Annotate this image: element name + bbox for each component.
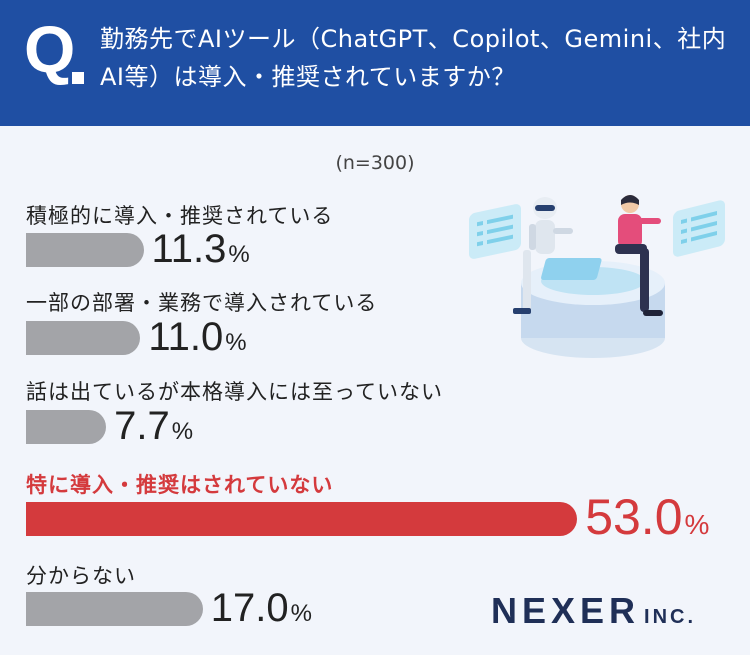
bar xyxy=(26,502,578,536)
data-label: 11.3% xyxy=(152,229,250,269)
sample-size-note: (n=300) xyxy=(335,152,415,174)
category-label: 特に導入・推奨はされていない xyxy=(26,473,334,497)
category-label: 一部の部署・業務で導入されている xyxy=(26,291,378,315)
category-label: 話は出ているが本格導入には至っていない xyxy=(26,380,443,404)
q-mark-dot xyxy=(72,72,84,84)
data-label-value: 7.7 xyxy=(114,404,170,448)
logo-sub: INC. xyxy=(644,606,697,628)
data-label-unit: % xyxy=(225,329,247,356)
nexer-logo: NEXER INC. xyxy=(491,590,696,632)
data-label: 53.0% xyxy=(585,492,709,542)
bar xyxy=(26,592,203,626)
data-label-unit: % xyxy=(290,600,312,627)
bar xyxy=(26,321,141,355)
category-label: 分からない xyxy=(26,564,136,588)
data-label: 7.7% xyxy=(114,406,193,446)
data-label-unit: % xyxy=(228,241,250,268)
category-label: 積極的に導入・推奨されている xyxy=(26,204,334,228)
data-label-value: 11.0 xyxy=(148,315,224,359)
data-label: 17.0% xyxy=(211,588,312,628)
bar xyxy=(26,410,107,444)
data-label: 11.0% xyxy=(148,317,246,357)
logo-main: NEXER xyxy=(491,590,641,631)
data-label-value: 17.0 xyxy=(210,586,289,630)
ai-robot-and-person-illustration xyxy=(469,195,725,358)
bar xyxy=(26,233,144,267)
data-label-value: 11.3 xyxy=(151,227,227,271)
q-mark: Q xyxy=(24,12,76,86)
question-header: Q 勤務先でAIツール（ChatGPT、Copilot、Gemini、社内AI等… xyxy=(0,0,750,126)
question-text: 勤務先でAIツール（ChatGPT、Copilot、Gemini、社内AI等）は… xyxy=(100,25,727,91)
data-label-unit: % xyxy=(684,509,710,540)
data-label-unit: % xyxy=(171,418,194,445)
data-label-value: 53.0 xyxy=(585,489,683,545)
